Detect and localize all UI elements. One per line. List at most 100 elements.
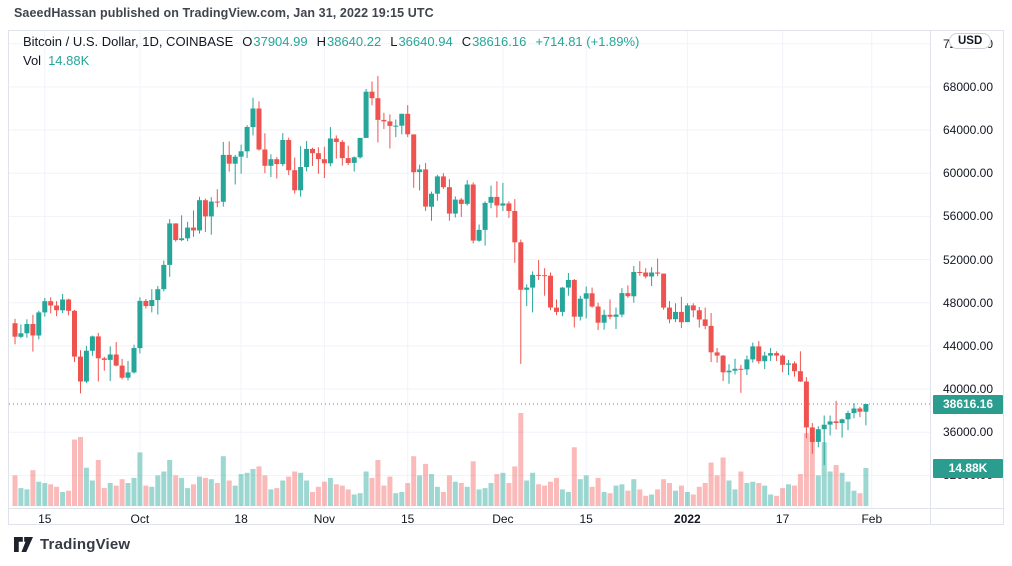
volume-bar	[750, 481, 756, 506]
candle-body	[250, 108, 256, 128]
volume-bar	[655, 489, 661, 506]
candle-body	[369, 91, 375, 99]
currency-pill[interactable]: USD	[949, 33, 992, 49]
volume-bar	[286, 476, 292, 506]
volume-bar	[774, 495, 780, 506]
candlestick-canvas[interactable]	[9, 31, 930, 508]
volume-bar	[631, 479, 637, 506]
volume-bar	[292, 471, 298, 506]
candle-body	[72, 310, 77, 357]
attribution-text: SaeedHassan published on TradingView.com…	[14, 6, 434, 20]
candle-body	[601, 314, 607, 323]
candle-body	[756, 346, 762, 362]
candle-body	[185, 227, 191, 239]
candle-body	[792, 363, 797, 372]
candle-body	[655, 272, 661, 274]
candle-body	[649, 272, 655, 277]
candle-body	[202, 200, 208, 217]
price-tick-label: 60000.00	[942, 166, 994, 181]
time-axis[interactable]: 15 Oct 18 Nov 15 Dec 15 2022 17 Feb	[9, 509, 930, 526]
price-axis[interactable]: 32000.0036000.0040000.0044000.0048000.00…	[931, 31, 1005, 508]
ohlc-low: L 36640.94	[390, 34, 453, 49]
candle-body	[327, 138, 333, 164]
candle-body	[667, 307, 672, 320]
candle-body	[161, 264, 167, 290]
volume-bar	[197, 476, 202, 506]
volume-bar	[113, 485, 119, 506]
volume-bar	[149, 486, 155, 506]
volume-bar	[565, 492, 571, 506]
volume-bar	[595, 477, 601, 506]
volume-label: Vol	[23, 53, 42, 68]
candle-body	[470, 184, 476, 241]
volume-bar	[797, 474, 803, 506]
volume-bar	[310, 492, 315, 506]
candle-body	[482, 202, 488, 230]
volume-bar	[643, 495, 649, 506]
volume-bar	[696, 486, 702, 506]
volume-bar	[226, 480, 232, 506]
candle-body	[131, 348, 137, 373]
volume-bar	[571, 447, 577, 506]
volume-bar	[518, 413, 524, 506]
candle-body	[595, 306, 601, 323]
volume-bar	[673, 490, 678, 506]
volume-bar	[470, 461, 476, 506]
chart-frame: Bitcoin / U.S. Dollar, 1D, COINBASE O 379…	[8, 30, 1005, 526]
volume-bar	[815, 475, 821, 506]
volume-bar	[262, 475, 268, 506]
volume-bar	[12, 475, 18, 506]
volume-bar	[95, 460, 101, 506]
candle-body	[744, 359, 750, 370]
volume-bar	[173, 475, 179, 506]
volume-bar	[708, 462, 714, 506]
candle-body	[12, 323, 18, 337]
volume-bar	[464, 486, 470, 506]
candle-body	[827, 421, 833, 425]
volume-bar	[536, 484, 542, 506]
time-tick-label: 18	[234, 512, 248, 526]
grid-lines	[9, 31, 930, 508]
chart-plot[interactable]: Bitcoin / U.S. Dollar, 1D, COINBASE O 379…	[9, 31, 930, 508]
candle-body	[155, 289, 161, 300]
candle-body	[262, 149, 268, 166]
volume-bar	[244, 472, 250, 506]
candle-body	[36, 312, 42, 336]
candle-body	[780, 355, 786, 365]
volume-bar	[542, 485, 548, 506]
candle-body	[393, 125, 399, 127]
last-price-badge: 38616.16	[933, 394, 1003, 414]
volume-bar	[637, 489, 643, 506]
candle-body	[298, 167, 304, 191]
candle-body	[845, 413, 851, 420]
volume-bar	[357, 493, 363, 506]
candle-body	[113, 354, 119, 366]
candle-body	[387, 121, 393, 126]
volume-bar	[768, 494, 774, 506]
candle-body	[95, 336, 101, 359]
candle-body	[690, 305, 696, 311]
price-tick-label: 40000.00	[942, 382, 994, 396]
candle-body	[292, 170, 298, 191]
volume-bar	[161, 471, 167, 506]
candle-body	[738, 368, 744, 370]
volume-bar	[738, 471, 744, 506]
volume-bar	[321, 481, 327, 506]
volume-bar	[619, 484, 625, 506]
tradingview-logo[interactable]: TradingView	[14, 536, 130, 553]
time-tick-label: 15	[401, 512, 415, 526]
volume-bar	[89, 480, 95, 506]
candle-body	[476, 229, 482, 241]
volume-bar	[24, 489, 30, 506]
candle-body	[101, 358, 107, 360]
candle-body	[30, 324, 36, 336]
volume-bar	[577, 479, 583, 506]
candle-body	[434, 176, 440, 194]
volume-bar	[446, 475, 452, 506]
symbol-title: Bitcoin / U.S. Dollar, 1D, COINBASE	[23, 34, 234, 49]
candle-body	[191, 227, 196, 231]
volume-value: 14.88K	[48, 53, 90, 68]
candle-body	[637, 272, 643, 273]
volume-bar	[381, 485, 387, 506]
candle-body	[708, 325, 714, 353]
